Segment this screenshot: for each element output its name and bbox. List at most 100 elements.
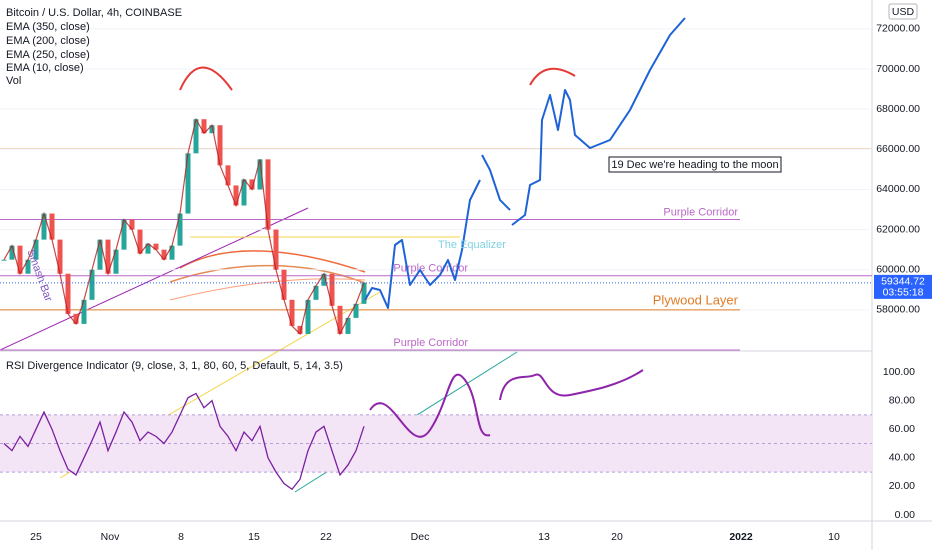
level-label: Purple Corridor — [663, 206, 738, 218]
rsi-tick-label: 20.00 — [889, 480, 915, 492]
candle — [65, 273, 71, 314]
candle — [153, 243, 159, 250]
candle — [105, 239, 111, 274]
candle — [361, 282, 367, 304]
candle — [33, 239, 39, 260]
last-price: 59344.72 — [881, 276, 925, 288]
candle — [321, 273, 327, 286]
candle — [313, 285, 319, 300]
candle — [161, 249, 167, 260]
rsi-tick-label: 80.00 — [889, 394, 915, 406]
candle — [41, 213, 47, 240]
candle — [17, 245, 23, 274]
price-tick-label: 60000.00 — [876, 264, 920, 276]
candle — [249, 179, 255, 190]
countdown: 03:55:18 — [883, 287, 924, 299]
currency[interactable]: USD — [892, 6, 915, 18]
candle — [209, 125, 215, 134]
indicator: Vol — [6, 75, 21, 87]
candle — [57, 239, 63, 274]
candle — [233, 185, 239, 206]
candle — [257, 159, 263, 190]
projection — [511, 17, 686, 226]
time-label: Dec — [411, 531, 430, 543]
level-label: Purple Corridor — [393, 337, 468, 349]
price-tick-label: 62000.00 — [876, 223, 920, 235]
projection — [364, 179, 481, 309]
time-label: 2022 — [729, 531, 753, 543]
rsi-projection — [499, 369, 644, 401]
time-label: 20 — [611, 531, 623, 543]
time-label: 25 — [30, 531, 42, 543]
equalizer-label: The Equalizer — [438, 239, 506, 251]
candle — [353, 303, 359, 318]
indicator: EMA (350, close) — [6, 21, 90, 33]
rsi-tick-label: 40.00 — [889, 452, 915, 464]
candle — [305, 299, 311, 334]
time-label: 13 — [538, 531, 550, 543]
arc — [529, 67, 576, 86]
price-tick-label: 72000.00 — [876, 23, 920, 35]
price-tick-label: 66000.00 — [876, 143, 920, 155]
rsi-line — [3, 392, 365, 491]
candle — [113, 249, 119, 274]
ema-200 — [179, 250, 366, 273]
level-label: Plywood Layer — [653, 292, 739, 307]
candle — [193, 119, 199, 154]
price-tick-label: 64000.00 — [876, 183, 920, 195]
candle — [169, 245, 175, 260]
candle — [73, 313, 79, 324]
indicator: EMA (200, close) — [6, 35, 90, 47]
symbol: Bitcoin / U.S. Dollar, 4h, COINBASE — [6, 7, 182, 19]
candle — [297, 325, 303, 334]
candle — [177, 213, 183, 246]
currency-box[interactable] — [888, 3, 918, 20]
rsi-tick-label: 60.00 — [889, 423, 915, 435]
candle — [89, 269, 95, 300]
time-label: 22 — [320, 531, 332, 543]
ema-350 — [169, 278, 366, 301]
price-tick-label: 58000.00 — [876, 304, 920, 316]
candle — [81, 299, 87, 324]
candle — [225, 165, 231, 186]
candle — [185, 153, 191, 214]
candle — [1, 259, 7, 261]
candle — [145, 243, 151, 254]
rsi-tick-label: 100.00 — [883, 366, 915, 378]
candle — [49, 213, 55, 240]
time-label: Nov — [101, 531, 120, 543]
candle — [121, 219, 127, 250]
indicator: EMA (10, close) — [6, 62, 84, 74]
rsi-projection — [369, 373, 491, 438]
candle — [25, 259, 31, 274]
arc — [179, 66, 233, 91]
candle — [281, 269, 287, 300]
candle — [201, 119, 207, 134]
note-box — [608, 156, 782, 173]
projection — [481, 154, 511, 211]
time-label: 15 — [248, 531, 260, 543]
note: 19 Dec we're heading to the moon — [611, 159, 778, 171]
candle — [289, 299, 295, 326]
candle — [329, 273, 335, 306]
candle — [129, 219, 135, 230]
candle — [345, 317, 351, 334]
price-tick-label: 70000.00 — [876, 63, 920, 75]
rsi-tick-label: 0.00 — [895, 509, 916, 521]
price-tick-label: 68000.00 — [876, 103, 920, 115]
last-price-tag — [874, 274, 932, 299]
close-line — [3, 117, 365, 336]
rsi-title: RSI Divergence Indicator (9, close, 3, 1… — [6, 360, 343, 372]
rsi-band — [0, 414, 872, 473]
time-label: 8 — [178, 531, 184, 543]
projections — [179, 17, 782, 438]
candle — [9, 245, 15, 260]
candle — [265, 159, 271, 230]
candle — [137, 229, 143, 254]
candle — [273, 229, 279, 270]
candle — [337, 305, 343, 334]
candle — [217, 125, 223, 166]
trend-line — [0, 207, 309, 351]
indicator: EMA (250, close) — [6, 49, 90, 61]
